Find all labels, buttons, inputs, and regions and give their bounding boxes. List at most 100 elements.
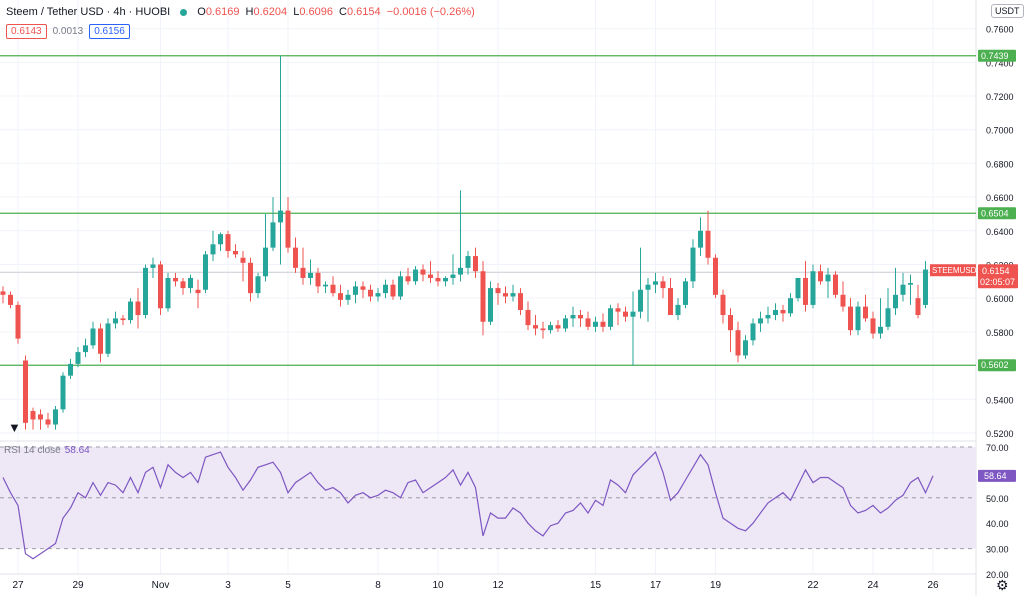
rsi-tick-label: 50.00 xyxy=(986,494,1009,504)
sell-price-button[interactable]: 0.6143 xyxy=(6,24,47,39)
candle-body xyxy=(420,269,426,275)
time-tick-label: 24 xyxy=(867,580,879,591)
candle xyxy=(120,315,126,326)
candle-body xyxy=(383,284,388,294)
candle-body xyxy=(45,419,51,425)
candle xyxy=(308,259,313,285)
candle-body xyxy=(548,325,553,331)
candle-body xyxy=(285,210,291,248)
candle xyxy=(878,298,883,339)
time-tick-label: 3 xyxy=(225,580,231,591)
candle-body xyxy=(173,277,178,282)
candle-body xyxy=(360,286,366,290)
symbol-title[interactable]: Steem / Tether USD · 4h · HUOBI xyxy=(6,6,171,18)
candle xyxy=(660,276,666,299)
candle-body xyxy=(443,277,448,282)
candle xyxy=(825,267,831,299)
candle xyxy=(195,279,201,309)
candle xyxy=(255,272,261,299)
candle xyxy=(735,321,741,363)
candle xyxy=(698,217,703,257)
rsi-value-tag-label: 58.64 xyxy=(984,471,1007,481)
candle-body xyxy=(38,414,43,420)
time-tick-label: 29 xyxy=(72,580,84,591)
candle-body xyxy=(90,328,96,346)
candle xyxy=(645,277,651,322)
candle xyxy=(810,264,816,309)
market-open-indicator xyxy=(180,8,188,16)
time-tick-label: 26 xyxy=(927,580,939,591)
candle-body xyxy=(863,306,868,319)
candle xyxy=(338,284,343,307)
candle-body xyxy=(195,289,201,294)
gear-icon[interactable]: ⚙ xyxy=(996,577,1009,593)
time-tick-label: Nov xyxy=(152,580,170,591)
last-price-label: 0.6154 xyxy=(982,266,1010,276)
buy-price-button[interactable]: 0.6156 xyxy=(89,24,130,39)
candle xyxy=(870,311,876,339)
candle xyxy=(578,309,583,327)
candle xyxy=(390,279,396,300)
candle xyxy=(885,288,891,331)
candle-body xyxy=(458,267,463,275)
candle xyxy=(893,267,898,316)
rsi-legend[interactable]: RSI 14 close 58.64 xyxy=(4,445,90,456)
candle-body xyxy=(308,272,313,278)
candle-body xyxy=(795,277,801,299)
price-tick-label: 0.6000 xyxy=(986,294,1014,304)
candle-body xyxy=(345,294,351,300)
candle-body xyxy=(690,247,696,282)
candle-body xyxy=(353,286,358,295)
candle-body xyxy=(833,274,838,295)
candle-body xyxy=(585,318,591,327)
candle xyxy=(495,283,501,305)
candle-body xyxy=(263,247,268,277)
candle-body xyxy=(98,328,103,354)
candle xyxy=(465,251,471,275)
candle xyxy=(375,288,381,302)
price-tick-label: 0.7000 xyxy=(986,126,1014,136)
candle-body xyxy=(233,251,238,255)
symbol-tag: STEEMUSDT xyxy=(932,266,981,275)
candle xyxy=(53,405,58,430)
candle xyxy=(555,320,561,332)
candle-body xyxy=(563,318,568,329)
candle-body xyxy=(465,256,471,268)
candle-body xyxy=(615,308,621,312)
candle-body xyxy=(53,409,58,425)
candle xyxy=(923,261,928,309)
candle xyxy=(360,281,366,299)
candle-body xyxy=(480,271,486,322)
candle xyxy=(90,321,96,349)
level-price-label: 0.7439 xyxy=(981,51,1009,61)
candle-body xyxy=(825,274,831,282)
candle xyxy=(533,315,538,336)
currency-badge[interactable]: USDT xyxy=(991,4,1024,18)
candle xyxy=(653,272,658,294)
candle-body xyxy=(660,281,666,289)
candle-body xyxy=(8,294,13,305)
candle-body xyxy=(278,210,283,223)
candle-body xyxy=(593,321,598,327)
candle xyxy=(570,306,576,327)
candle-body xyxy=(698,230,703,248)
candle xyxy=(443,276,448,287)
candle xyxy=(413,266,418,285)
candle-body xyxy=(0,291,6,295)
candle-body xyxy=(300,267,306,278)
candle-body xyxy=(428,274,433,278)
candle xyxy=(675,298,681,321)
candle xyxy=(705,210,711,265)
last-price-tag-bg xyxy=(978,264,1018,289)
candle-body xyxy=(83,345,88,353)
candle-body xyxy=(555,325,561,329)
candle xyxy=(608,304,613,331)
candle-body xyxy=(203,254,208,290)
candle-body xyxy=(900,284,906,295)
candle xyxy=(0,286,6,304)
rsi-label: RSI 14 close xyxy=(4,445,61,456)
candle xyxy=(38,409,43,430)
candle xyxy=(765,306,771,324)
candle xyxy=(788,293,793,317)
